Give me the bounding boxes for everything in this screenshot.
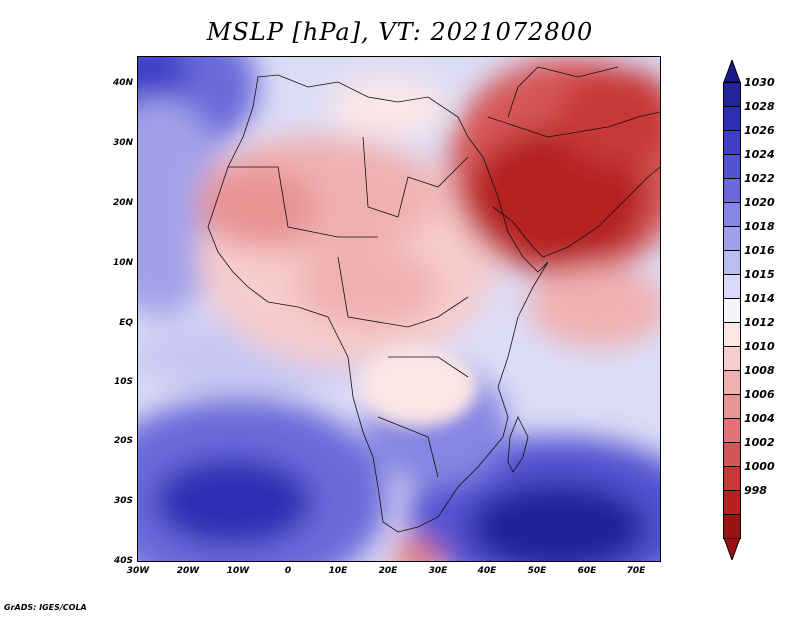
colorbar-swatch [723, 82, 741, 107]
lat-label-10s: 10S [113, 377, 133, 387]
colorbar-swatch [723, 442, 741, 467]
lon-label-20e: 20E [378, 566, 398, 576]
lat-label-10n: 10N [112, 258, 133, 268]
colorbar-label: 1028 [744, 100, 775, 113]
colorbar-top-arrow [723, 60, 741, 82]
lon-label-30e: 30E [428, 566, 448, 576]
colorbar-swatch [723, 322, 741, 347]
colorbar-swatch [723, 490, 741, 515]
colorbar-swatch [723, 346, 741, 371]
colorbar-swatch [723, 130, 741, 155]
lat-label-30n: 30N [112, 138, 133, 148]
lon-label-10w: 10W [226, 566, 250, 576]
lon-label-50e: 50E [527, 566, 547, 576]
colorbar-label: 1006 [744, 388, 775, 401]
lon-label-10e: 10E [328, 566, 348, 576]
colorbar-label: 1018 [744, 220, 775, 233]
colorbar-swatch [723, 154, 741, 179]
lon-label-20w: 20W [176, 566, 200, 576]
colorbar-label: 1008 [744, 364, 775, 377]
lon-label-40e: 40E [477, 566, 497, 576]
pressure-map [137, 56, 661, 562]
lat-label-30s: 30S [113, 496, 133, 506]
lat-label-eq: EQ [119, 318, 133, 328]
colorbar-swatch [723, 178, 741, 203]
colorbar-label: 1012 [744, 316, 775, 329]
pressure-field [138, 57, 660, 561]
colorbar-swatch [723, 274, 741, 299]
colorbar-swatch [723, 370, 741, 395]
colorbar-label: 1020 [744, 196, 775, 209]
colorbar-label: 1004 [744, 412, 775, 425]
map-title: MSLP [hPa], VT: 2021072800 [206, 18, 594, 46]
colorbar-label: 1022 [744, 172, 775, 185]
credit-text: GrADS: IGES/COLA [4, 603, 87, 612]
lon-label-60e: 60E [577, 566, 597, 576]
colorbar-swatch [723, 106, 741, 131]
colorbar-label: 1024 [744, 148, 775, 161]
colorbar-swatch [723, 298, 741, 323]
colorbar-label: 1026 [744, 124, 775, 137]
colorbar-label: 998 [744, 484, 767, 497]
lat-label-40n: 40N [112, 78, 133, 88]
lat-label-20n: 20N [112, 198, 133, 208]
colorbar-label: 1010 [744, 340, 775, 353]
lat-label-20s: 20S [113, 436, 133, 446]
colorbar-label: 1002 [744, 436, 775, 449]
lon-label-30w: 30W [126, 566, 150, 576]
colorbar-bottom-arrow [723, 538, 741, 560]
colorbar-label: 1030 [744, 76, 775, 89]
colorbar-label: 1015 [744, 268, 775, 281]
lon-label-70e: 70E [626, 566, 646, 576]
colorbar-label: 1014 [744, 292, 775, 305]
colorbar-label: 1000 [744, 460, 775, 473]
lat-label-40s: 40S [113, 556, 133, 566]
coastlines [207, 66, 660, 533]
lon-label-0: 0 [284, 566, 292, 576]
colorbar-swatch [723, 394, 741, 419]
colorbar-swatch [723, 418, 741, 443]
colorbar-swatch [723, 466, 741, 491]
colorbar-swatch [723, 226, 741, 251]
colorbar-swatch [723, 514, 741, 539]
colorbar-swatch [723, 202, 741, 227]
colorbar-swatch [723, 250, 741, 275]
colorbar-label: 1016 [744, 244, 775, 257]
